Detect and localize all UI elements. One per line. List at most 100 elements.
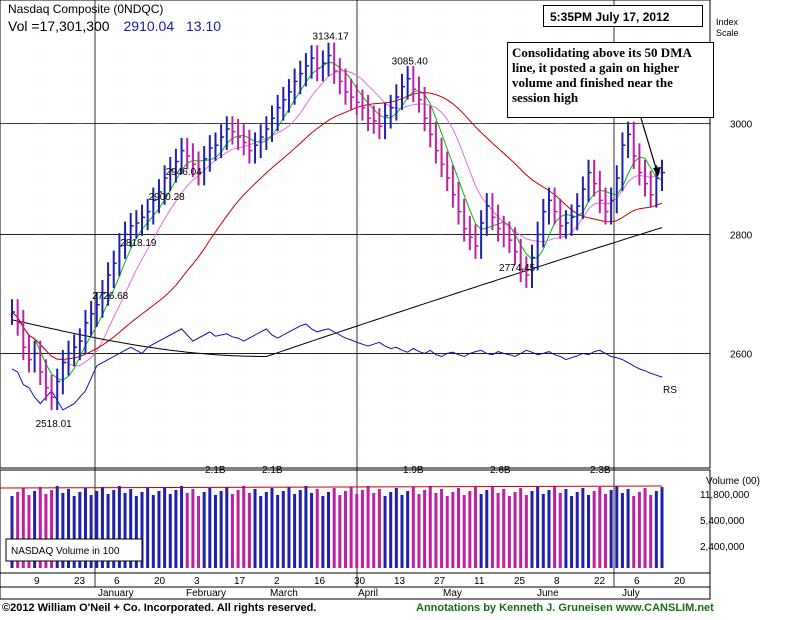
volume-bar — [406, 491, 410, 568]
annotation-arrow — [640, 117, 659, 176]
volume-bar — [83, 488, 87, 568]
price-bar — [39, 340, 44, 385]
volume-bar — [332, 488, 336, 568]
volume-bar — [304, 486, 308, 568]
price-bar — [468, 215, 473, 251]
date-tick-label: 3 — [194, 576, 200, 587]
chart-labels: 2518.01 2900.28 3134.17 3085.40 2946.04 2774.… — [5, 31, 760, 599]
volume-bar — [89, 495, 93, 568]
volume-bar — [428, 486, 432, 568]
volume-bar — [163, 487, 167, 568]
price-bar — [570, 204, 575, 236]
index-scale-label: Index Scale — [716, 17, 739, 38]
price-bar — [502, 215, 507, 248]
volume-legend: NASDAQ Volume in 100 — [5, 538, 143, 562]
price-bar — [293, 68, 298, 105]
price-bar — [11, 299, 15, 325]
volume-bar — [496, 493, 500, 568]
price-bar — [581, 176, 586, 219]
volume-bar — [423, 490, 427, 568]
volume-spike-label: 2.1B — [262, 465, 283, 476]
price-bar — [197, 151, 202, 186]
price-label: 3134.17 — [313, 31, 350, 42]
volume-bar — [660, 487, 664, 568]
price-label: 3085.40 — [392, 57, 429, 68]
volume-bar — [213, 495, 217, 568]
volume-bar — [202, 492, 206, 568]
month-label: April — [358, 588, 378, 599]
volume-bar — [530, 491, 534, 568]
volume-bar — [603, 494, 607, 568]
month-label: May — [443, 588, 462, 599]
volume-bar — [536, 487, 540, 568]
volume-bar — [581, 488, 585, 568]
volume-bar — [626, 489, 630, 568]
volume-bar — [400, 495, 404, 568]
price-bar — [463, 198, 468, 242]
volume-bar — [637, 492, 641, 568]
price-bar — [44, 359, 49, 401]
price-bar — [474, 224, 479, 259]
volume-bar — [197, 496, 201, 568]
ma-black-line — [11, 227, 663, 357]
svg-text:NASDAQ Volume in 100: NASDAQ Volume in 100 — [11, 546, 120, 557]
volume-bar — [598, 487, 602, 568]
volume-bar — [377, 489, 381, 568]
volume-bar — [327, 492, 331, 568]
price-bar — [446, 151, 451, 191]
price-bar — [406, 65, 411, 100]
volume-bar — [394, 488, 398, 568]
price-bar — [287, 79, 292, 113]
volume-bar — [27, 495, 31, 568]
rs-label: RS — [663, 385, 677, 396]
volume-bar — [247, 493, 251, 568]
volume-bar — [575, 492, 579, 568]
volume-bar — [434, 493, 438, 568]
volume-bar — [151, 495, 155, 568]
volume-bar — [632, 496, 636, 568]
price-bar — [395, 84, 400, 121]
price-bar — [186, 137, 191, 169]
price-bar — [180, 137, 185, 175]
volume-bar — [281, 491, 285, 568]
volume-bar — [343, 491, 347, 568]
volume-bar — [100, 487, 104, 568]
volume-bar — [541, 494, 545, 568]
date-tick-label: 25 — [514, 576, 526, 587]
volume-bar — [479, 494, 483, 568]
price-bar — [101, 280, 106, 318]
volume-bar — [310, 493, 314, 568]
volume-bar — [180, 486, 184, 568]
price-bar — [564, 210, 569, 239]
volume-bar — [293, 494, 297, 568]
date-tick-label: 20 — [154, 576, 166, 587]
price-bar — [576, 193, 581, 231]
price-bar — [56, 368, 61, 411]
price-bar — [265, 116, 270, 150]
date-tick-label: 23 — [74, 576, 86, 587]
volume-bar — [191, 489, 195, 568]
volume-bar — [524, 495, 528, 568]
volume-bar — [276, 495, 280, 568]
date-tick-label: 13 — [394, 576, 406, 587]
price-bar — [367, 94, 372, 132]
price-bars — [11, 42, 665, 411]
price-bar — [333, 42, 338, 84]
date-tick-label: 11 — [474, 576, 485, 587]
price-bar — [417, 76, 422, 113]
price-bar — [542, 198, 547, 248]
price-label: 2726.68 — [92, 291, 129, 302]
price-bar — [440, 137, 445, 178]
price-bar — [118, 233, 123, 277]
volume-bar — [72, 496, 76, 568]
price-bar — [491, 193, 496, 231]
price-bar — [27, 334, 32, 373]
price-bar — [553, 187, 558, 225]
price-bar — [61, 349, 66, 395]
volume-bar — [513, 492, 517, 568]
price-bar — [423, 86, 428, 132]
volume-bar — [360, 490, 364, 568]
volume-bar — [473, 487, 477, 568]
price-bar — [310, 45, 315, 79]
price-bar — [50, 374, 55, 411]
